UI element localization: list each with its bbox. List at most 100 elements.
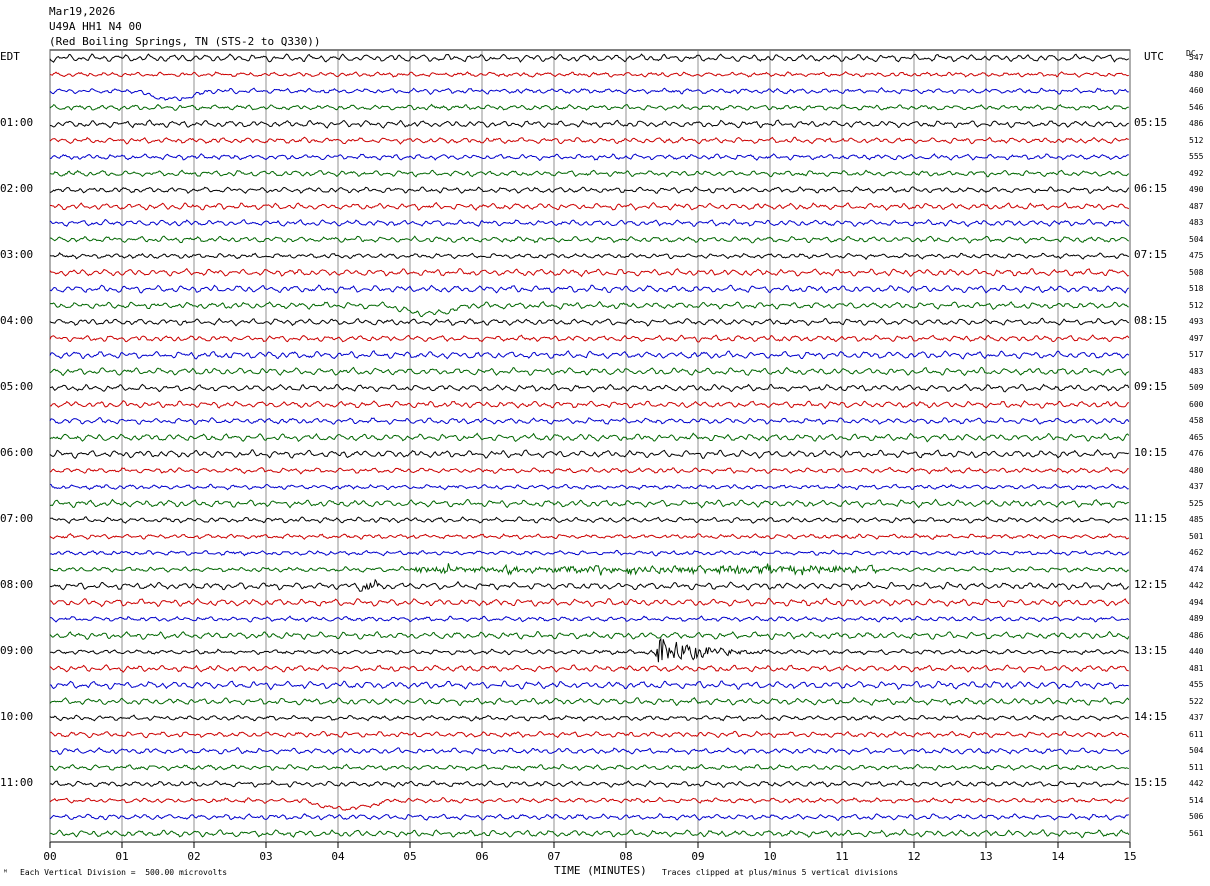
x-axis-title: TIME (MINUTES) xyxy=(554,864,647,877)
dc-offset-value: 512 xyxy=(1189,135,1204,145)
dc-offset-value: 514 xyxy=(1189,795,1204,805)
right-time-label: 07:15 xyxy=(1134,248,1168,261)
trace-row-6 xyxy=(50,153,1129,162)
x-tick-label-03: 03 xyxy=(259,850,272,863)
trace-row-47 xyxy=(49,828,1130,839)
dc-offset-value: 494 xyxy=(1189,597,1204,607)
x-tick-label-07: 07 xyxy=(547,850,560,863)
x-tick-label-00: 00 xyxy=(43,850,56,863)
dc-offset-value: 489 xyxy=(1189,614,1204,623)
trace-row-34 xyxy=(50,615,1130,623)
trace-row-33 xyxy=(49,597,1130,608)
trace-row-16 xyxy=(49,317,1130,327)
dc-offset-value: 493 xyxy=(1189,317,1204,326)
dc-offset-value: 455 xyxy=(1189,680,1204,689)
dc-offset-value: 437 xyxy=(1189,713,1204,722)
trace-row-12 xyxy=(49,252,1130,261)
right-time-label: 08:15 xyxy=(1134,314,1168,327)
left-time-label: 05:00 xyxy=(0,380,34,393)
dc-offset-value: 509 xyxy=(1189,383,1204,392)
right-time-label: 09:15 xyxy=(1134,380,1168,393)
left-time-label: 11:00 xyxy=(0,776,34,789)
trace-row-1 xyxy=(49,71,1129,78)
dc-offset-value: 476 xyxy=(1189,449,1204,458)
dc-offset-value: 475 xyxy=(1189,251,1204,260)
right-time-label: 06:15 xyxy=(1134,182,1168,195)
dc-offset-value: 486 xyxy=(1189,119,1204,128)
trace-row-43 xyxy=(49,763,1129,772)
x-tick-label-04: 04 xyxy=(331,850,345,863)
x-tick-label-10: 10 xyxy=(763,850,776,863)
trace-row-37 xyxy=(49,664,1129,673)
x-tick-label-05: 05 xyxy=(403,850,416,863)
trace-row-35 xyxy=(49,630,1130,641)
dc-offset-value: 481 xyxy=(1189,663,1204,673)
dc-offset-value: 504 xyxy=(1189,234,1204,244)
trace-row-3 xyxy=(49,103,1129,111)
trace-row-11 xyxy=(49,235,1130,244)
dc-offset-value: 511 xyxy=(1189,762,1204,772)
trace-row-4 xyxy=(49,119,1129,129)
trace-row-40 xyxy=(49,714,1129,722)
plot-grid xyxy=(49,49,1131,843)
left-zone-label: EDT xyxy=(0,50,20,63)
trace-row-24 xyxy=(49,448,1130,459)
dc-offset-value: 611 xyxy=(1189,729,1204,739)
dc-offset-value: 525 xyxy=(1189,498,1204,508)
right-time-label: 13:15 xyxy=(1134,644,1168,657)
dc-offset-value: 504 xyxy=(1189,746,1204,755)
trace-row-22 xyxy=(49,417,1130,426)
trace-row-46 xyxy=(49,813,1129,821)
dc-offset-value: 465 xyxy=(1189,432,1204,442)
dc-offset-value: 546 xyxy=(1189,102,1204,112)
right-time-label: 14:15 xyxy=(1134,710,1168,723)
trace-row-28 xyxy=(49,516,1129,525)
trace-row-42 xyxy=(49,747,1130,756)
dc-offset-value: 501 xyxy=(1189,531,1204,541)
right-time-label: 12:15 xyxy=(1134,578,1168,591)
header-location: (Red Boiling Springs, TN (STS-2 to Q330)… xyxy=(49,35,321,48)
traces xyxy=(49,53,1130,839)
left-time-label: 04:00 xyxy=(0,314,34,327)
trace-row-9 xyxy=(50,201,1130,211)
x-tick-label-09: 09 xyxy=(691,850,704,863)
trace-row-0 xyxy=(49,53,1130,63)
dc-offset-value: 506 xyxy=(1189,812,1204,821)
right-zone-label: UTC xyxy=(1144,50,1164,63)
x-tick-label-12: 12 xyxy=(907,850,920,863)
trace-row-23 xyxy=(49,432,1130,443)
trace-row-25 xyxy=(49,466,1129,475)
trace-row-38 xyxy=(49,680,1129,691)
trace-row-2 xyxy=(49,87,1129,102)
dc-offset-value: 561 xyxy=(1189,828,1204,838)
trace-row-26 xyxy=(49,483,1129,491)
dc-offset-value: 462 xyxy=(1189,548,1204,557)
trace-row-13 xyxy=(49,267,1129,278)
dc-offset-value: 460 xyxy=(1189,86,1204,95)
dc-offset-value: 547 xyxy=(1189,53,1204,62)
x-tick-label-11: 11 xyxy=(835,850,848,863)
trace-row-41 xyxy=(49,730,1130,739)
trace-row-7 xyxy=(49,169,1130,178)
x-tick-label-15: 15 xyxy=(1123,850,1136,863)
dc-offset-value: 600 xyxy=(1189,399,1204,409)
left-time-label: 07:00 xyxy=(0,512,34,525)
x-tick-label-06: 06 xyxy=(475,850,488,863)
trace-row-39 xyxy=(49,696,1130,706)
header-channel: U49A HH1 N4 00 xyxy=(49,20,142,33)
right-time-label: 10:15 xyxy=(1134,446,1168,459)
left-time-label: 03:00 xyxy=(0,248,34,261)
x-axis: 00 01 02 03 04 05 06 07 08 09 10 11 12 13 14 15 xyxy=(43,842,1137,863)
x-tick-label-08: 08 xyxy=(619,850,632,863)
dc-offset-value: 508 xyxy=(1189,267,1204,277)
trace-row-21 xyxy=(50,400,1129,410)
dc-offset-value: 512 xyxy=(1189,300,1204,310)
trace-row-29 xyxy=(49,533,1130,540)
trace-row-44 xyxy=(49,779,1129,788)
dc-offset-value: 490 xyxy=(1189,185,1204,194)
x-tick-label-14: 14 xyxy=(1051,850,1065,863)
trace-row-14 xyxy=(49,284,1130,294)
dc-offset-value: 518 xyxy=(1189,284,1204,293)
trace-row-31 xyxy=(49,563,1129,576)
dc-offset-value: 442 xyxy=(1189,779,1204,788)
